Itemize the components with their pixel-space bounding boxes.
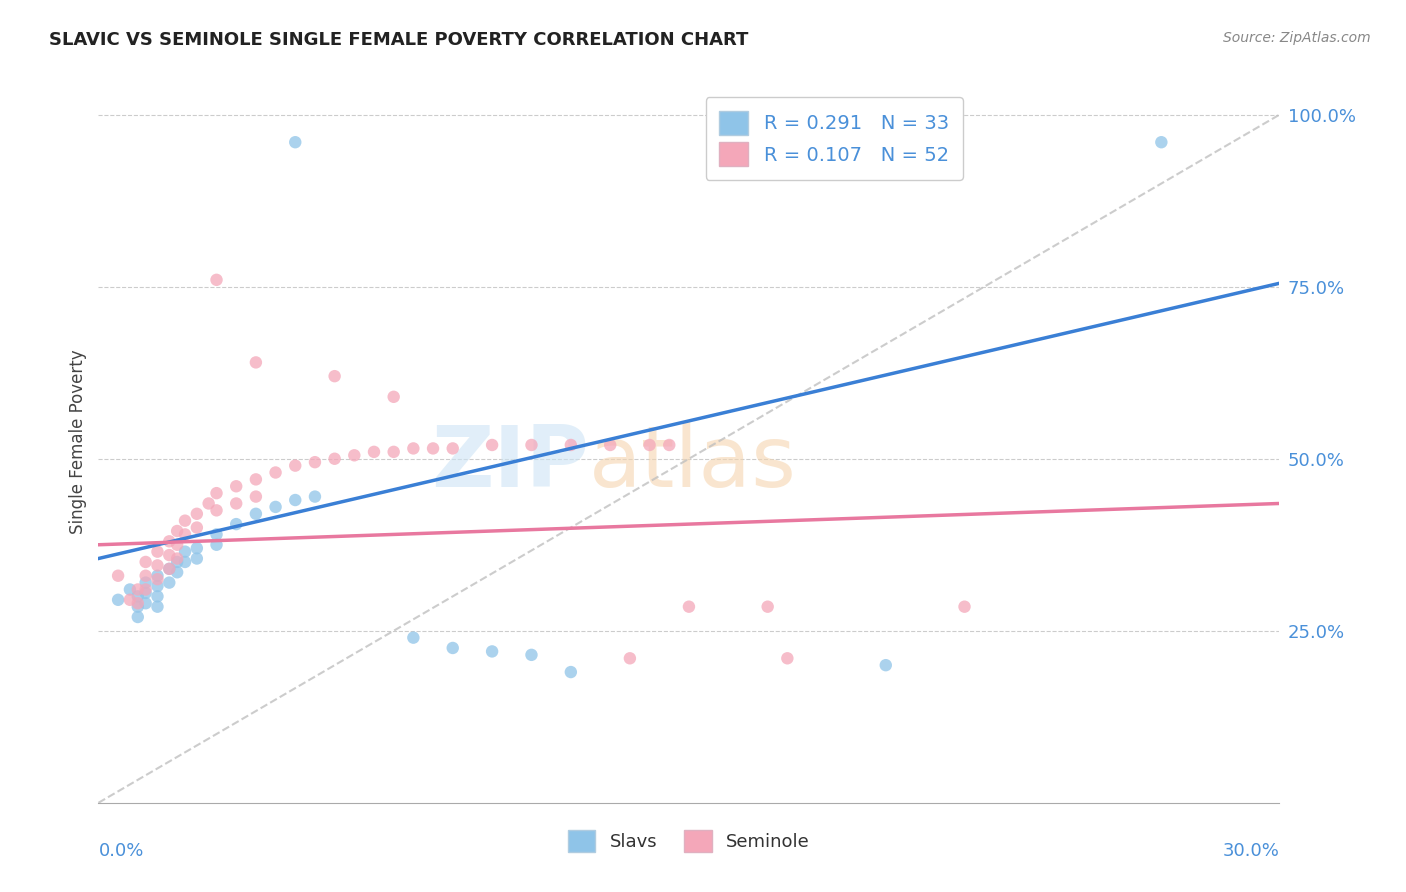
Point — [174, 555, 197, 569]
Point — [205, 486, 228, 500]
Point — [481, 644, 503, 658]
Point — [304, 455, 326, 469]
Point — [402, 631, 425, 645]
Point — [225, 496, 247, 510]
Point — [776, 651, 799, 665]
Point — [304, 490, 326, 504]
Text: 0.0%: 0.0% — [98, 842, 143, 860]
Point — [658, 438, 681, 452]
Point — [441, 442, 464, 456]
Point — [197, 496, 219, 510]
Point — [875, 658, 897, 673]
Point — [402, 442, 425, 456]
Point — [599, 438, 621, 452]
Point — [422, 442, 444, 456]
Legend: Slavs, Seminole: Slavs, Seminole — [561, 822, 817, 859]
Point — [520, 438, 543, 452]
Point — [186, 551, 208, 566]
Point — [225, 479, 247, 493]
Point — [756, 599, 779, 614]
Point — [756, 135, 779, 149]
Point — [157, 562, 180, 576]
Point — [186, 520, 208, 534]
Point — [284, 135, 307, 149]
Point — [127, 590, 149, 604]
Point — [560, 665, 582, 679]
Point — [560, 438, 582, 452]
Point — [127, 582, 149, 597]
Text: 30.0%: 30.0% — [1223, 842, 1279, 860]
Point — [363, 445, 385, 459]
Point — [166, 566, 188, 580]
Point — [146, 599, 169, 614]
Point — [186, 507, 208, 521]
Text: Source: ZipAtlas.com: Source: ZipAtlas.com — [1223, 31, 1371, 45]
Point — [146, 558, 169, 573]
Point — [146, 568, 169, 582]
Point — [520, 648, 543, 662]
Point — [343, 448, 366, 462]
Point — [135, 575, 157, 590]
Point — [323, 369, 346, 384]
Point — [174, 527, 197, 541]
Point — [166, 551, 188, 566]
Point — [323, 451, 346, 466]
Point — [186, 541, 208, 556]
Point — [678, 599, 700, 614]
Point — [118, 592, 141, 607]
Point — [157, 534, 180, 549]
Point — [135, 586, 157, 600]
Text: ZIP: ZIP — [430, 422, 589, 505]
Point — [205, 273, 228, 287]
Y-axis label: Single Female Poverty: Single Female Poverty — [69, 350, 87, 533]
Point — [638, 438, 661, 452]
Point — [619, 651, 641, 665]
Point — [264, 500, 287, 514]
Point — [118, 582, 141, 597]
Point — [284, 458, 307, 473]
Point — [174, 514, 197, 528]
Text: SLAVIC VS SEMINOLE SINGLE FEMALE POVERTY CORRELATION CHART: SLAVIC VS SEMINOLE SINGLE FEMALE POVERTY… — [49, 31, 748, 49]
Point — [382, 390, 405, 404]
Point — [174, 544, 197, 558]
Text: atlas: atlas — [589, 422, 797, 505]
Point — [146, 590, 169, 604]
Point — [225, 517, 247, 532]
Point — [166, 538, 188, 552]
Point — [245, 490, 267, 504]
Point — [146, 572, 169, 586]
Point — [135, 555, 157, 569]
Point — [205, 503, 228, 517]
Point — [127, 596, 149, 610]
Point — [157, 575, 180, 590]
Point — [382, 445, 405, 459]
Point — [284, 493, 307, 508]
Point — [264, 466, 287, 480]
Point — [146, 579, 169, 593]
Point — [1150, 135, 1173, 149]
Point — [127, 599, 149, 614]
Point — [245, 507, 267, 521]
Point — [135, 596, 157, 610]
Point — [166, 555, 188, 569]
Point — [245, 355, 267, 369]
Point — [441, 640, 464, 655]
Point — [157, 562, 180, 576]
Point — [245, 472, 267, 486]
Point — [127, 610, 149, 624]
Point — [135, 582, 157, 597]
Point — [166, 524, 188, 538]
Point — [157, 548, 180, 562]
Point — [107, 568, 129, 582]
Point — [135, 568, 157, 582]
Point — [146, 544, 169, 558]
Point — [953, 599, 976, 614]
Point — [205, 538, 228, 552]
Point — [205, 527, 228, 541]
Point — [107, 592, 129, 607]
Point — [481, 438, 503, 452]
